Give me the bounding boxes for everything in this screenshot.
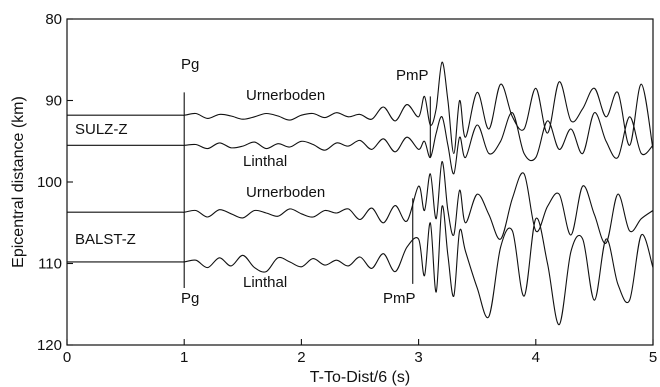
- x-tick-label: 2: [297, 349, 305, 366]
- picks-group: [183, 92, 431, 288]
- y-tick-label: 120: [37, 337, 62, 354]
- trace-urnerboden-1: [67, 61, 654, 155]
- trace-label-urnerboden-top: Urnerboden: [246, 87, 325, 104]
- x-tick-label: 4: [532, 349, 540, 366]
- x-axis-title: T-To-Dist/6 (s): [310, 369, 410, 386]
- pick-label-pmp-bottom: PmP: [383, 290, 416, 307]
- pick-label-pg-top: Pg: [181, 56, 199, 73]
- y-tick-label: 110: [38, 256, 62, 273]
- pick-label-pg-bottom: Pg: [181, 290, 199, 307]
- station-label-sulz: SULZ-Z: [75, 121, 128, 138]
- trace-label-linthal-top: Linthal: [243, 153, 287, 170]
- x-tick-label: 3: [414, 349, 422, 366]
- y-axis-title: Epicentral distance (km): [10, 96, 27, 268]
- trace-urnerboden-3: [67, 161, 654, 244]
- x-tick-label: 0: [63, 349, 71, 366]
- station-label-balst: BALST-Z: [75, 231, 136, 248]
- trace-linthal-4: [66, 205, 654, 326]
- axis-ticks: 0 1 2 3 4 5 80 90 100 110 120: [37, 11, 657, 366]
- x-tick-label: 1: [180, 349, 188, 366]
- x-tick-label: 5: [649, 349, 657, 366]
- traces-group: [66, 61, 654, 326]
- y-tick-label: 90: [45, 93, 62, 110]
- trace-label-urnerboden-bottom: Urnerboden: [246, 184, 325, 201]
- trace-linthal-2: [67, 112, 654, 175]
- pick-label-pmp-top: PmP: [396, 67, 429, 84]
- y-tick-label: 80: [45, 11, 62, 28]
- y-tick-label: 100: [37, 174, 62, 191]
- trace-label-linthal-bottom: Linthal: [243, 274, 287, 291]
